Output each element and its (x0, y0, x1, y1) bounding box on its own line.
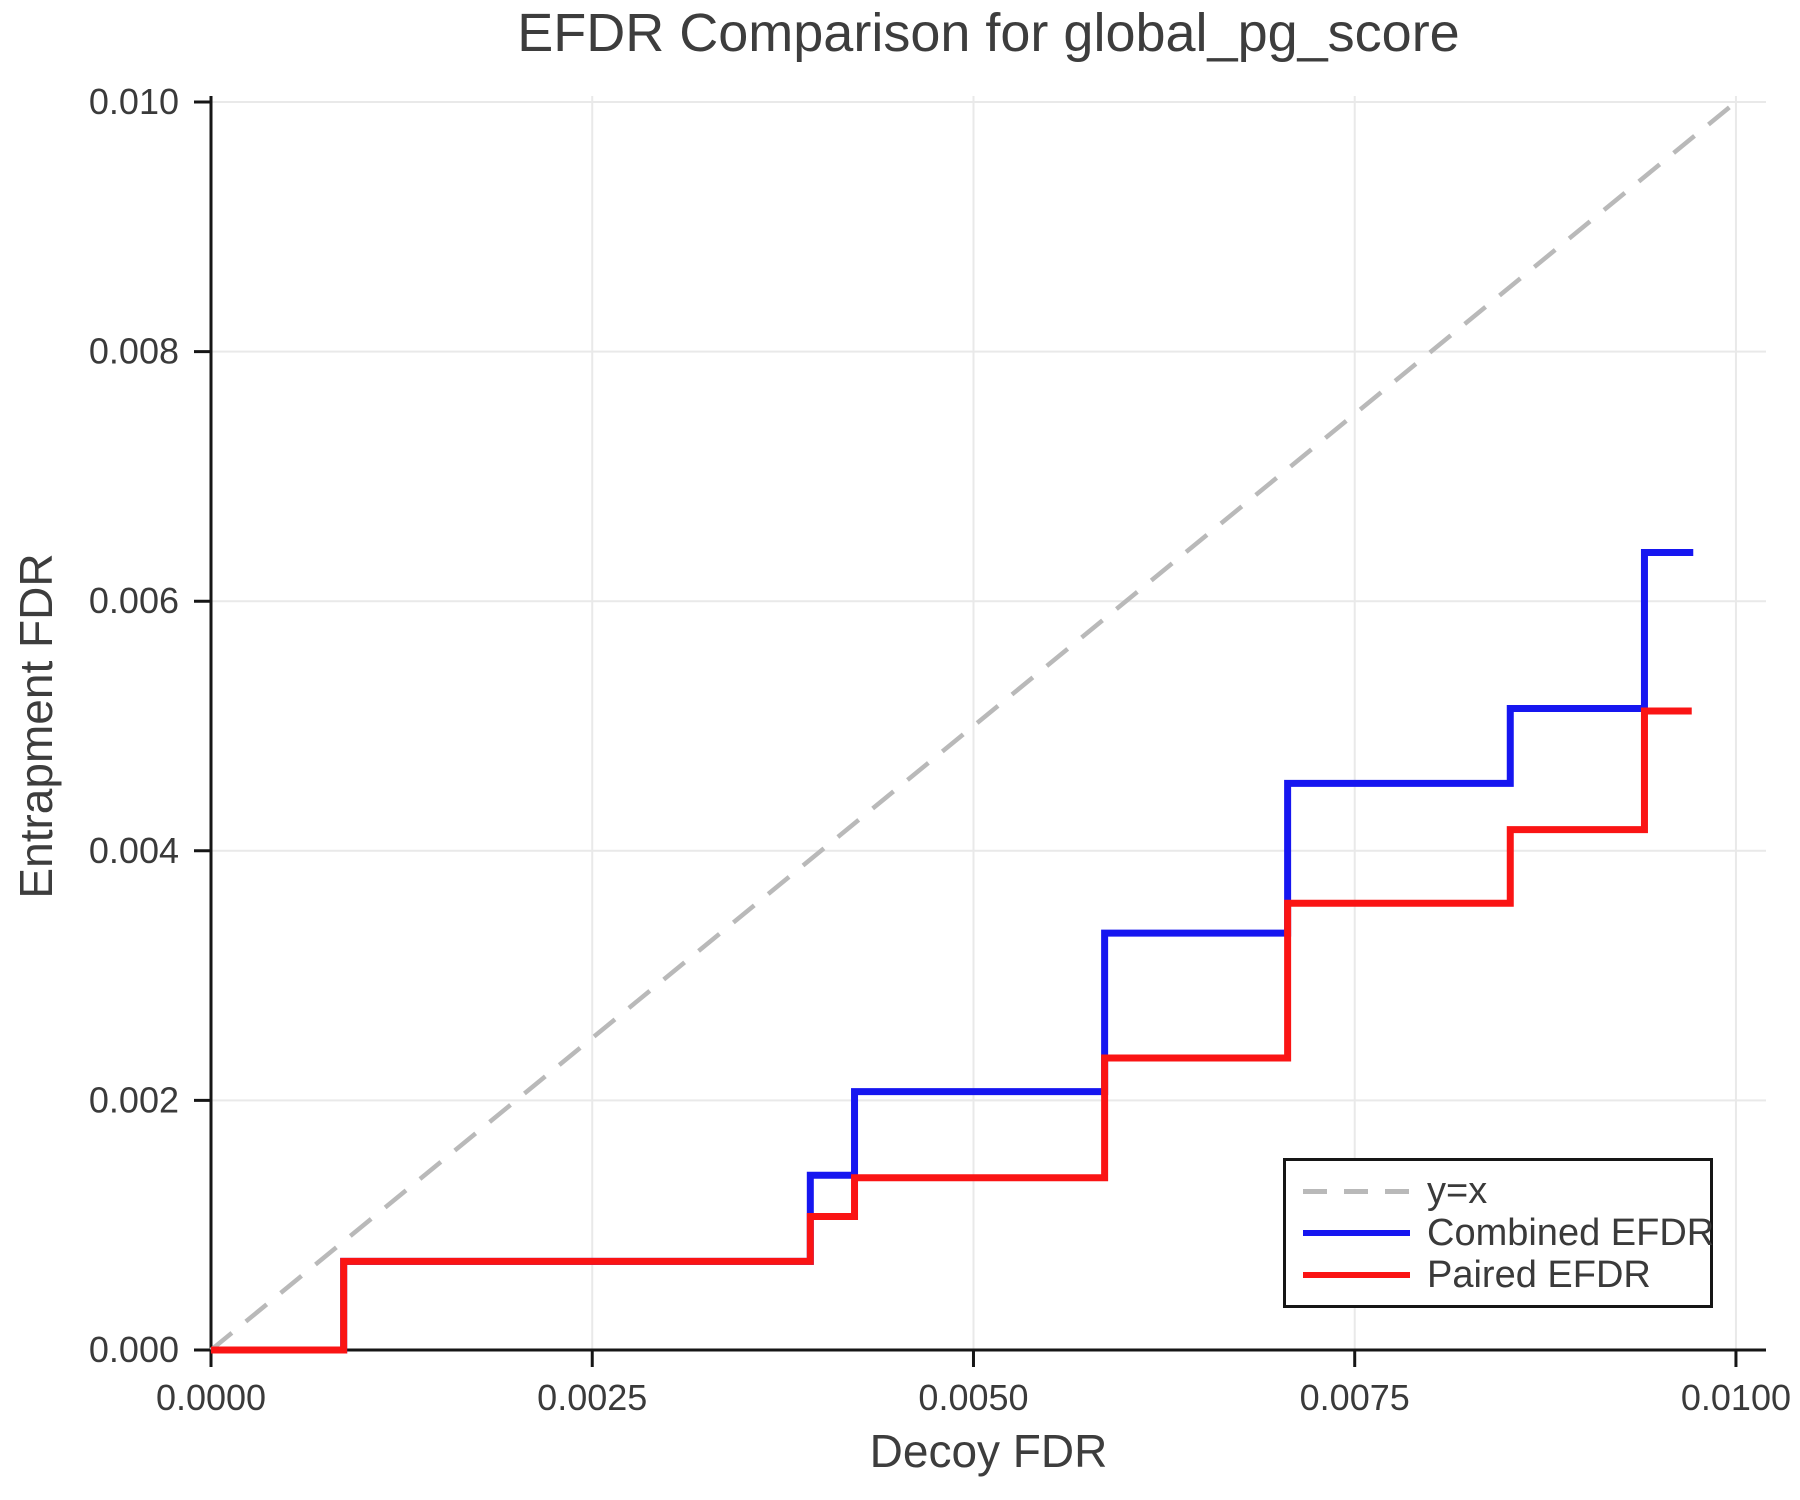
axes-spines (209, 96, 1766, 1352)
svg-text:0.004: 0.004 (89, 830, 179, 871)
y-tick-labels: 0.000 0.002 0.004 0.006 0.008 0.010 (89, 81, 179, 1370)
legend-item-combined-efdr: Combined EFDR (1286, 1212, 1714, 1254)
chart-title: EFDR Comparison for global_pg_score (517, 3, 1460, 63)
x-tick-labels: 0.0000 0.0025 0.0050 0.0075 0.0100 (156, 1377, 1791, 1418)
combined-efdr-line-sample (1303, 1230, 1410, 1236)
paired-efdr-line-sample (1303, 1272, 1410, 1278)
svg-text:0.002: 0.002 (89, 1079, 179, 1120)
svg-text:0.010: 0.010 (89, 81, 179, 122)
legend-label-y-equals-x: y=x (1427, 1170, 1488, 1212)
x-axis-label: Decoy FDR (869, 1425, 1108, 1477)
y-equals-x-line-sample (1303, 1188, 1410, 1194)
tick-marks (194, 100, 1738, 1367)
svg-text:0.000: 0.000 (89, 1329, 179, 1370)
svg-text:0.008: 0.008 (89, 331, 179, 372)
legend-item-paired-efdr: Paired EFDR (1286, 1254, 1710, 1296)
legend-item-y-equals-x: y=x (1286, 1170, 1710, 1212)
paired-efdr-line (211, 707, 1692, 1354)
svg-text:0.006: 0.006 (89, 580, 179, 621)
legend: y=x Combined EFDR Paired EFDR (1283, 1158, 1714, 1308)
svg-text:0.0050: 0.0050 (918, 1377, 1028, 1418)
legend-label-combined-efdr: Combined EFDR (1427, 1212, 1715, 1254)
y-axis-label: Entrapment FDR (10, 553, 62, 899)
y-x-line (209, 100, 1738, 1352)
svg-text:0.0025: 0.0025 (537, 1377, 647, 1418)
svg-text:0.0000: 0.0000 (156, 1377, 266, 1418)
svg-text:0.0075: 0.0075 (1300, 1377, 1410, 1418)
svg-text:0.0100: 0.0100 (1681, 1377, 1791, 1418)
legend-label-paired-efdr: Paired EFDR (1427, 1254, 1651, 1296)
